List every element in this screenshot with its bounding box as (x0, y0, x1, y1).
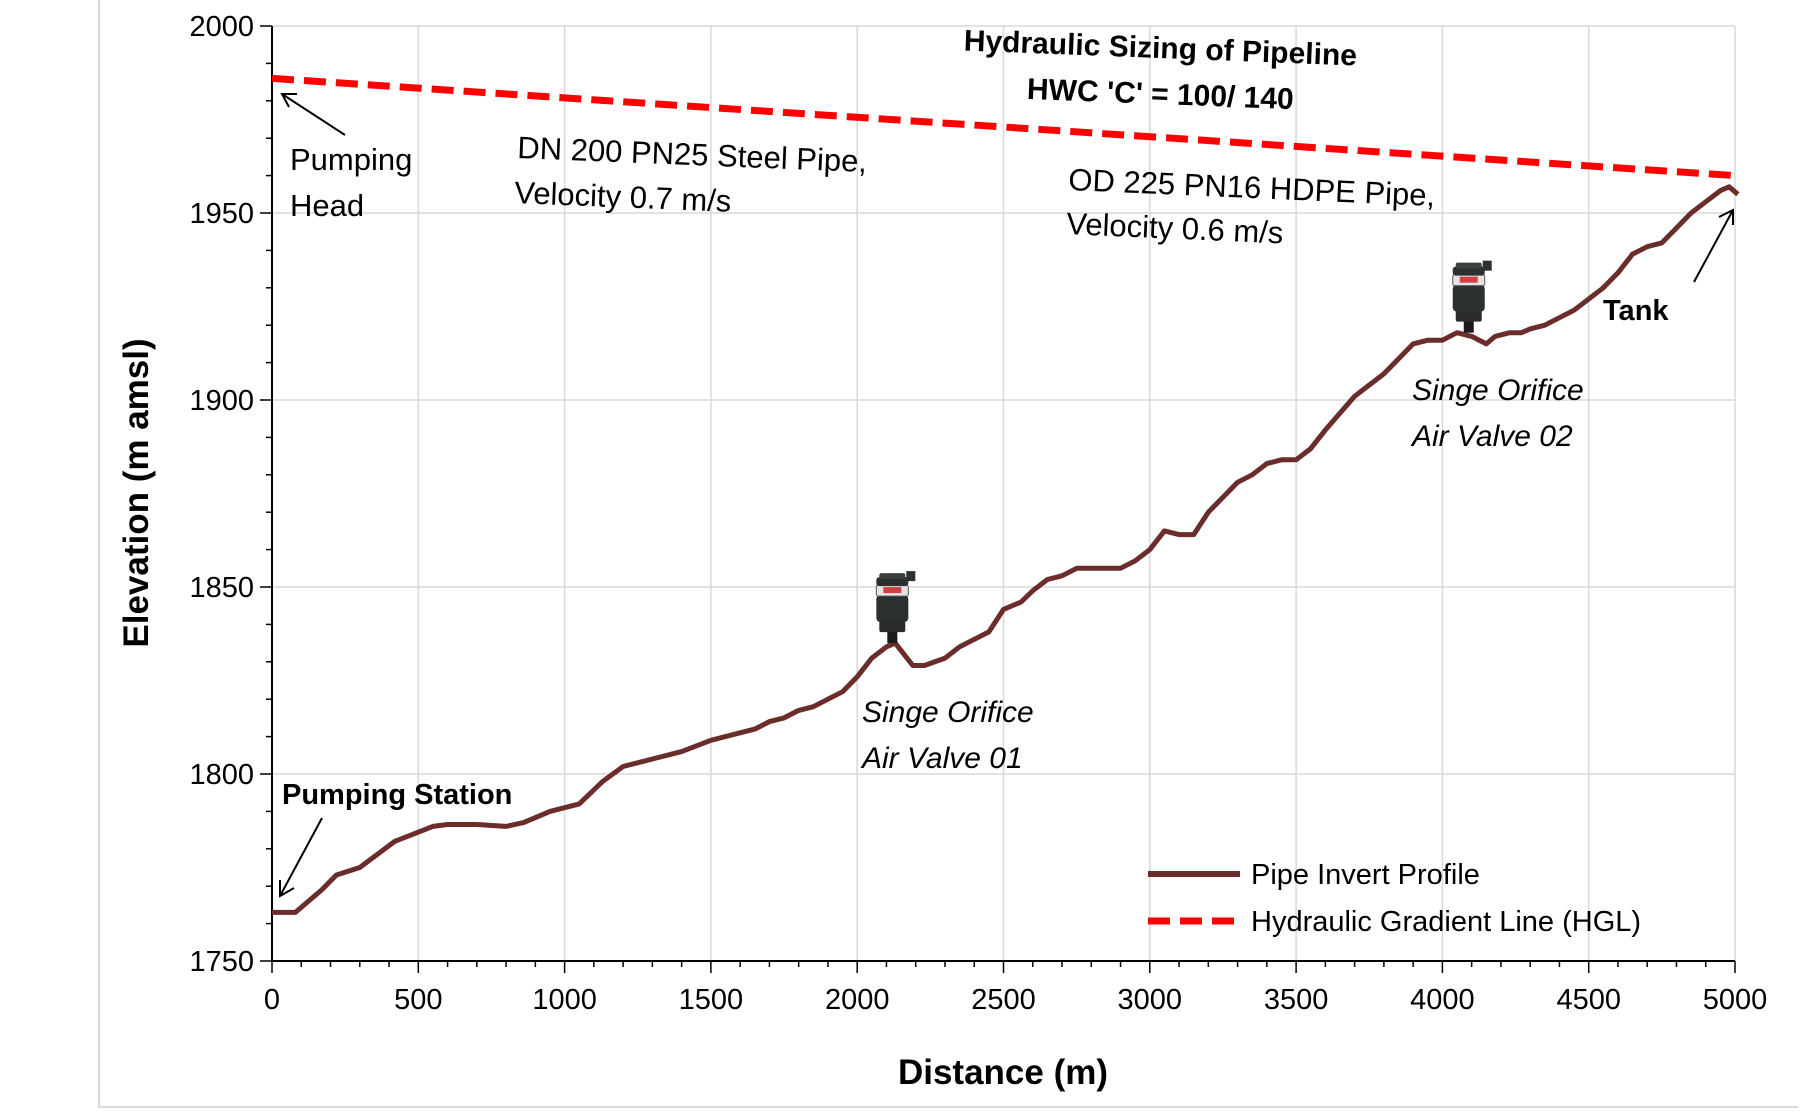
x-axis-title: Distance (m) (898, 1053, 1108, 1092)
air-valve-2-icon (1452, 260, 1492, 333)
tick-labels: 1750 1800 1850 1900 1950 2000 0 500 1000 1500 2000… (189, 11, 1767, 1016)
air-valve-02-label-1: Singe Orifice (1412, 374, 1584, 407)
air-valve-01-label-1: Singe Orifice (862, 696, 1034, 729)
x-tick-label: 3500 (1264, 984, 1329, 1016)
x-tick-label: 3000 (1118, 984, 1183, 1016)
y-tick-label: 1850 (189, 572, 254, 604)
chart-subtitle: HWC 'C' = 100/ 140 (1026, 73, 1294, 116)
y-tick-label: 1750 (189, 946, 254, 978)
y-tick-label: 2000 (189, 11, 254, 43)
legend: Pipe Invert Profile Hydraulic Gradient L… (1148, 859, 1641, 938)
x-tick-label: 0 (264, 984, 280, 1016)
series-layer (271, 74, 1740, 915)
hdpe-pipe-label-1: OD 225 PN16 HDPE Pipe, (1068, 162, 1436, 213)
pumping-station-label: Pumping Station (282, 779, 512, 811)
y-tick-label: 1900 (189, 385, 254, 417)
pumping-head-label-1: Pumping (290, 142, 412, 177)
x-tick-label: 1000 (532, 984, 597, 1016)
air-valves (875, 260, 1492, 644)
grid (272, 25, 1736, 961)
tank-label: Tank (1603, 295, 1669, 327)
pumping-head-label-2: Head (290, 188, 364, 223)
x-tick-label: 4000 (1410, 984, 1475, 1016)
legend-label-hgl: Hydraulic Gradient Line (HGL) (1251, 906, 1641, 938)
air-valve-1-icon (875, 571, 916, 644)
axes (260, 25, 1736, 973)
x-tick-label: 500 (394, 984, 442, 1016)
x-tick-label: 1500 (679, 984, 744, 1016)
series-line-1 (271, 74, 1736, 180)
x-tick-label: 2500 (971, 984, 1036, 1016)
y-axis-title: Elevation (m amsl) (117, 338, 156, 647)
pumping-head-arrow (280, 93, 346, 136)
air-valve-02-label-2: Air Valve 02 (1410, 420, 1573, 453)
series-line-0 (272, 184, 1740, 915)
tank-arrow (1693, 208, 1734, 283)
pumping-station-arrow (279, 817, 323, 898)
chart-title: Hydraulic Sizing of Pipeline (963, 24, 1357, 72)
x-tick-label: 2000 (825, 984, 890, 1016)
legend-label-pipe-invert: Pipe Invert Profile (1251, 859, 1480, 891)
air-valve-01-label-2: Air Valve 01 (860, 742, 1023, 775)
steel-pipe-label-2: Velocity 0.7 m/s (514, 175, 732, 219)
y-tick-label: 1950 (189, 198, 254, 230)
chart-frame (98, 0, 1798, 1108)
x-tick-label: 5000 (1703, 984, 1768, 1016)
steel-pipe-label-1: DN 200 PN25 Steel Pipe, (517, 130, 868, 179)
x-tick-label: 4500 (1556, 984, 1621, 1016)
y-tick-label: 1800 (189, 759, 254, 791)
